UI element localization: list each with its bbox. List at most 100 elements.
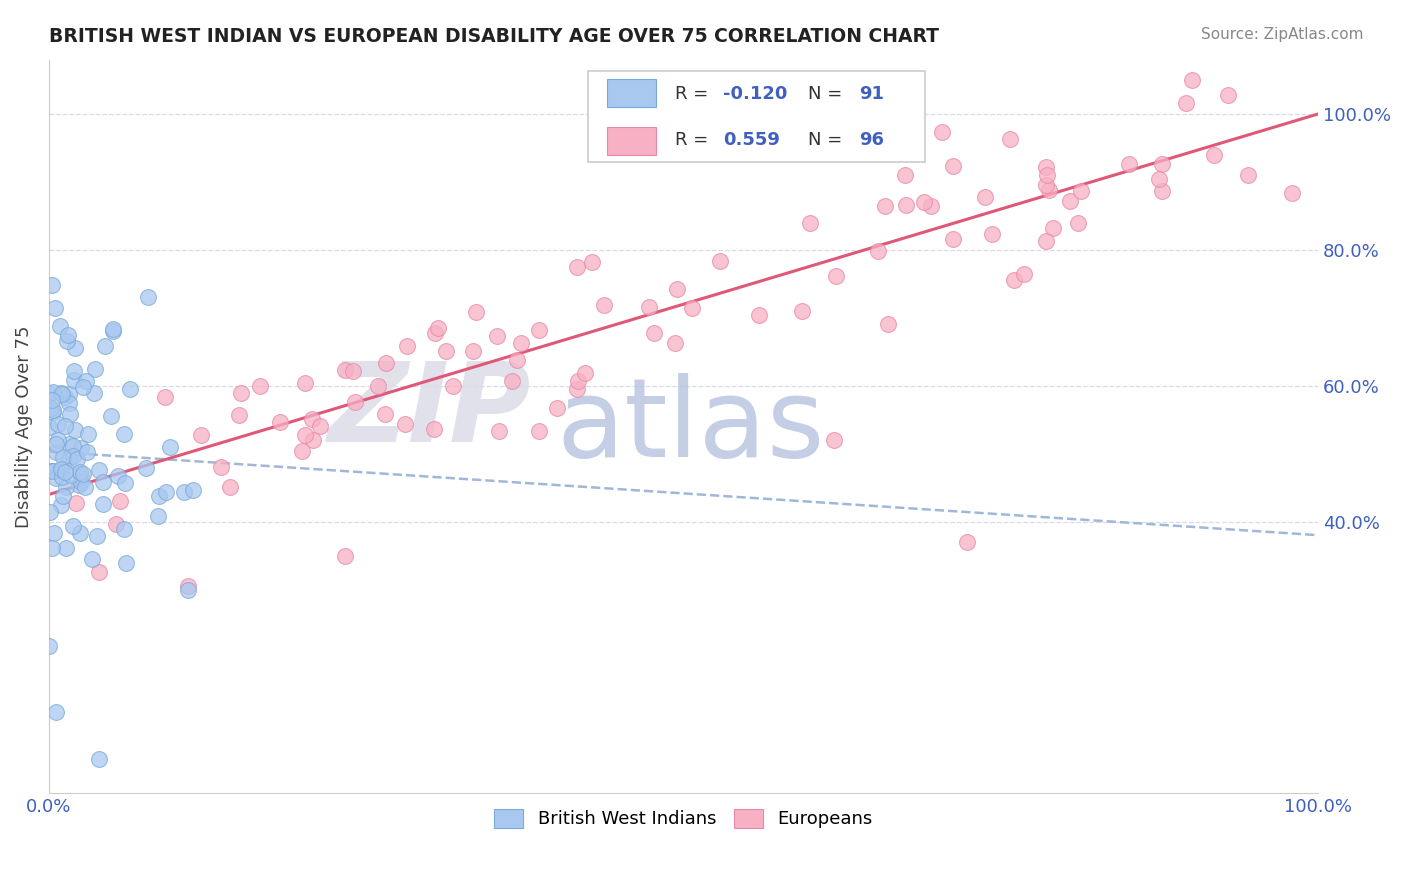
Point [294, 428, 316, 442]
Point [501, 374, 523, 388]
Point [931, 125, 953, 139]
Point [824, 268, 846, 283]
Point [956, 535, 979, 549]
Point [1002, 273, 1025, 287]
Point [58, 396, 80, 410]
Point [58, 437, 80, 451]
Point [643, 326, 665, 340]
Point [567, 374, 589, 388]
Point [42, 464, 65, 478]
Point [73, 480, 96, 494]
Point [41, 541, 63, 555]
Point [77, 427, 100, 442]
Point [367, 379, 389, 393]
Point [592, 298, 614, 312]
Point [486, 329, 509, 343]
Point [509, 335, 531, 350]
Point [42, 405, 65, 419]
Text: N =: N = [808, 85, 848, 103]
Point [49, 498, 72, 512]
Point [62, 519, 84, 533]
Point [63, 373, 86, 387]
Point [45, 437, 67, 451]
Point [42, 402, 65, 417]
Point [159, 440, 181, 454]
Text: 91: 91 [859, 85, 884, 103]
Text: -0.120: -0.120 [723, 85, 787, 103]
Point [1216, 87, 1239, 102]
Point [112, 426, 135, 441]
Point [666, 282, 689, 296]
Point [461, 344, 484, 359]
Point [422, 422, 444, 436]
Point [1175, 95, 1198, 110]
Point [120, 382, 142, 396]
Point [291, 444, 314, 458]
Point [1147, 171, 1170, 186]
Point [682, 301, 704, 315]
Point [94, 339, 117, 353]
Point [709, 253, 731, 268]
Point [395, 339, 418, 353]
Text: BRITISH WEST INDIAN VS EUROPEAN DISABILITY AGE OVER 75 CORRELATION CHART: BRITISH WEST INDIAN VS EUROPEAN DISABILI… [49, 27, 939, 45]
Point [823, 433, 845, 447]
Point [53, 390, 76, 404]
Point [294, 376, 316, 390]
Legend: British West Indians, Europeans: British West Indians, Europeans [486, 802, 880, 836]
Point [333, 363, 356, 377]
Point [56, 334, 79, 348]
FancyBboxPatch shape [607, 127, 655, 155]
Point [464, 305, 486, 319]
Point [60, 468, 83, 483]
Point [53, 418, 76, 433]
Point [218, 480, 240, 494]
Point [62, 439, 84, 453]
Point [664, 335, 686, 350]
Point [1236, 169, 1258, 183]
Point [1118, 157, 1140, 171]
Point [41, 384, 63, 399]
Point [436, 344, 458, 359]
Point [877, 318, 900, 332]
Point [101, 324, 124, 338]
Point [104, 517, 127, 532]
Point [146, 508, 169, 523]
Point [981, 227, 1004, 241]
Text: atlas: atlas [557, 373, 825, 480]
Text: R =: R = [675, 131, 714, 149]
Point [75, 375, 97, 389]
Point [581, 255, 603, 269]
Point [52, 450, 75, 465]
Point [1070, 184, 1092, 198]
Point [427, 321, 450, 335]
Point [921, 199, 943, 213]
Point [38, 639, 60, 653]
Point [506, 353, 529, 368]
Point [45, 445, 67, 459]
Point [51, 470, 73, 484]
Point [100, 409, 122, 424]
Point [1150, 157, 1173, 171]
Point [574, 366, 596, 380]
Point [41, 278, 63, 293]
Point [423, 326, 446, 341]
Point [69, 465, 91, 479]
Point [91, 497, 114, 511]
Point [65, 423, 87, 437]
Point [209, 459, 232, 474]
Point [173, 484, 195, 499]
Point [181, 483, 204, 497]
Point [67, 478, 90, 492]
Point [58, 387, 80, 401]
Point [344, 395, 367, 409]
Point [792, 304, 814, 318]
FancyBboxPatch shape [588, 70, 925, 162]
Point [51, 463, 73, 477]
Point [49, 461, 72, 475]
Point [38, 386, 60, 401]
Point [108, 494, 131, 508]
Point [527, 424, 550, 438]
Point [39, 463, 62, 477]
Point [55, 541, 77, 556]
Point [231, 385, 253, 400]
